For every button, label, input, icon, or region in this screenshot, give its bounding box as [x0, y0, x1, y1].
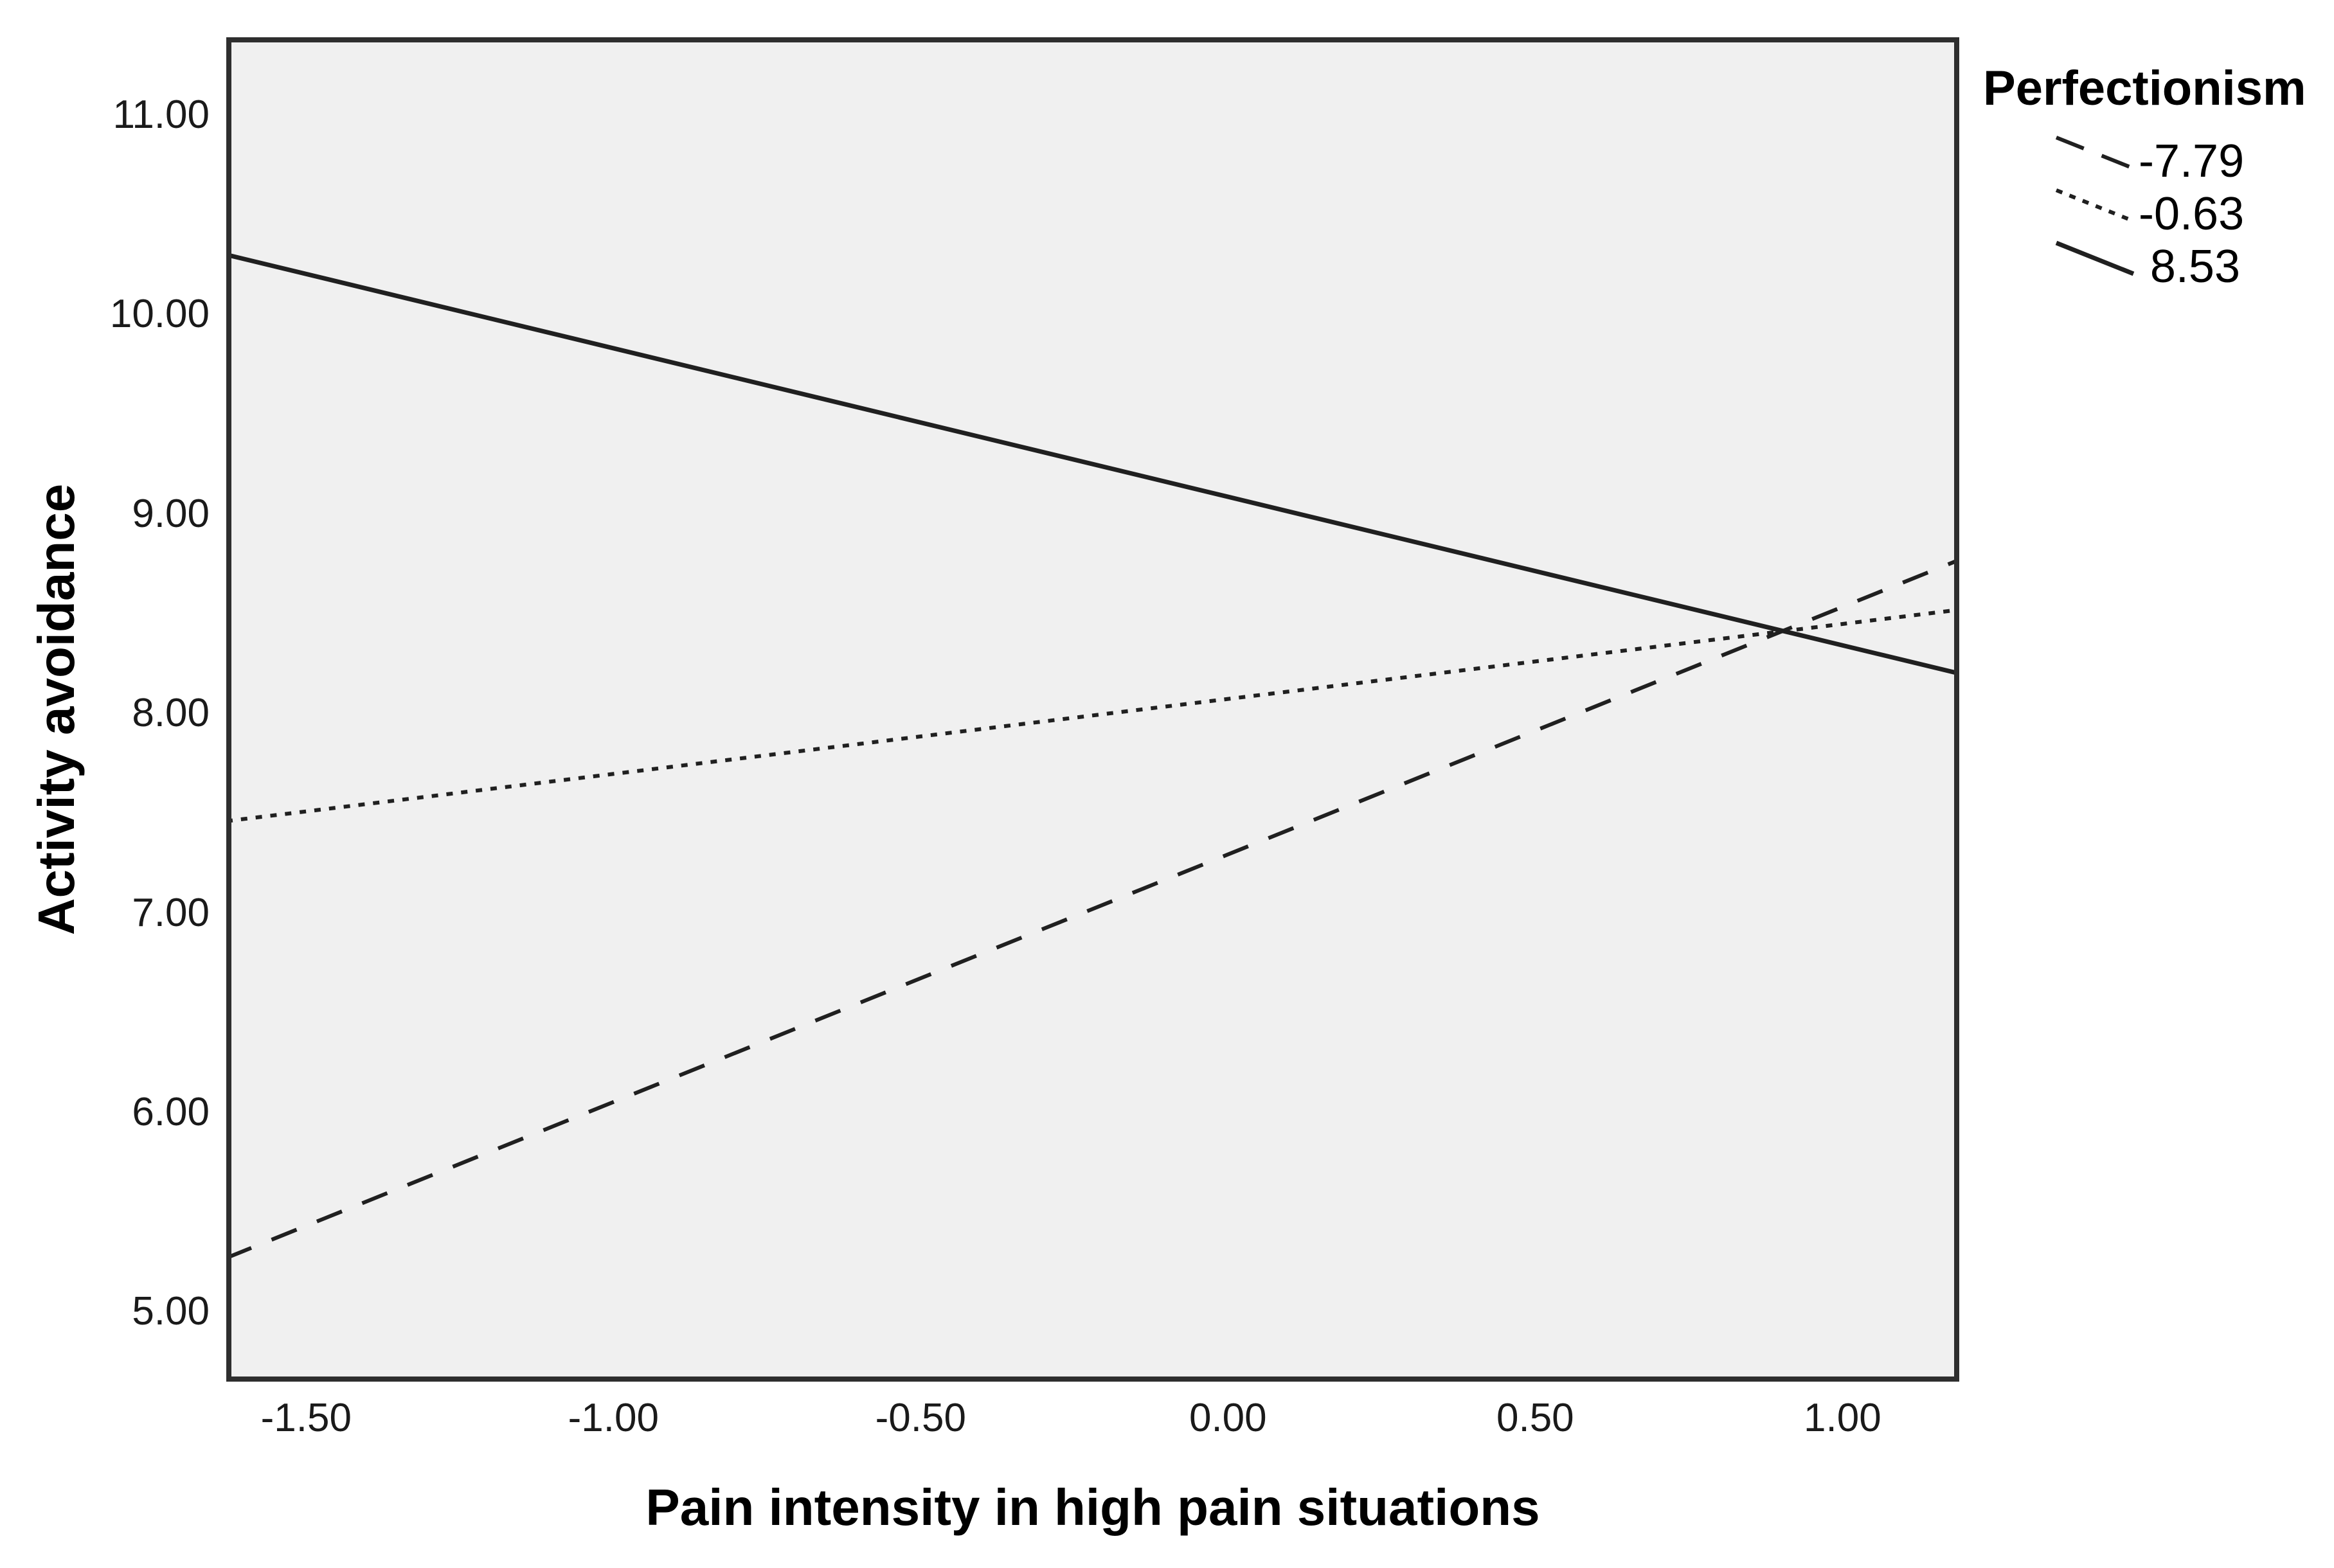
x-tick-label: 1.00 — [1804, 1396, 1881, 1440]
legend-rows: -7.79 -0.63 8.53 — [1983, 130, 2244, 292]
x-axis-title: Pain intensity in high pain situations — [645, 1479, 1540, 1536]
series-line--7.79 — [226, 558, 1959, 1260]
plot-lines-canvas — [226, 37, 1959, 1382]
y-tick-label: 10.00 — [109, 292, 210, 337]
series-line-8.53 — [226, 252, 1959, 676]
x-tick-label: -0.50 — [875, 1396, 966, 1440]
y-tick-label: 8.00 — [132, 691, 210, 736]
legend-item-dashed: -7.79 — [1983, 130, 2244, 187]
y-tick-label: 7.00 — [132, 890, 210, 935]
x-tick-label: 0.00 — [1189, 1396, 1267, 1440]
legend-label: 8.53 — [2150, 241, 2240, 292]
y-tick-label: 9.00 — [132, 491, 210, 536]
solid-line-sample-icon — [2055, 240, 2135, 276]
plot-area — [226, 37, 1959, 1382]
series-line--0.63 — [226, 607, 1959, 823]
dotted-line-sample-icon — [2055, 188, 2135, 223]
legend-label: -7.79 — [2139, 136, 2245, 187]
legend: Perfectionism -7.79 -0.63 8.53 — [1983, 57, 2306, 292]
legend-title: Perfectionism — [1983, 61, 2306, 116]
legend-label: -0.63 — [2139, 188, 2245, 240]
dashed-line-sample-icon — [2055, 136, 2135, 170]
plot-frame — [226, 37, 1959, 1382]
legend-item-solid: 8.53 — [1983, 235, 2240, 292]
legend-item-dotted: -0.63 — [1983, 183, 2244, 240]
y-tick-label: 11.00 — [112, 93, 210, 138]
x-tick-label: 0.50 — [1496, 1396, 1574, 1440]
y-tick-label: 5.00 — [132, 1289, 210, 1334]
x-tick-label: -1.50 — [260, 1396, 352, 1440]
y-tick-label: 6.00 — [132, 1089, 210, 1134]
x-tick-label: -1.00 — [568, 1396, 659, 1440]
